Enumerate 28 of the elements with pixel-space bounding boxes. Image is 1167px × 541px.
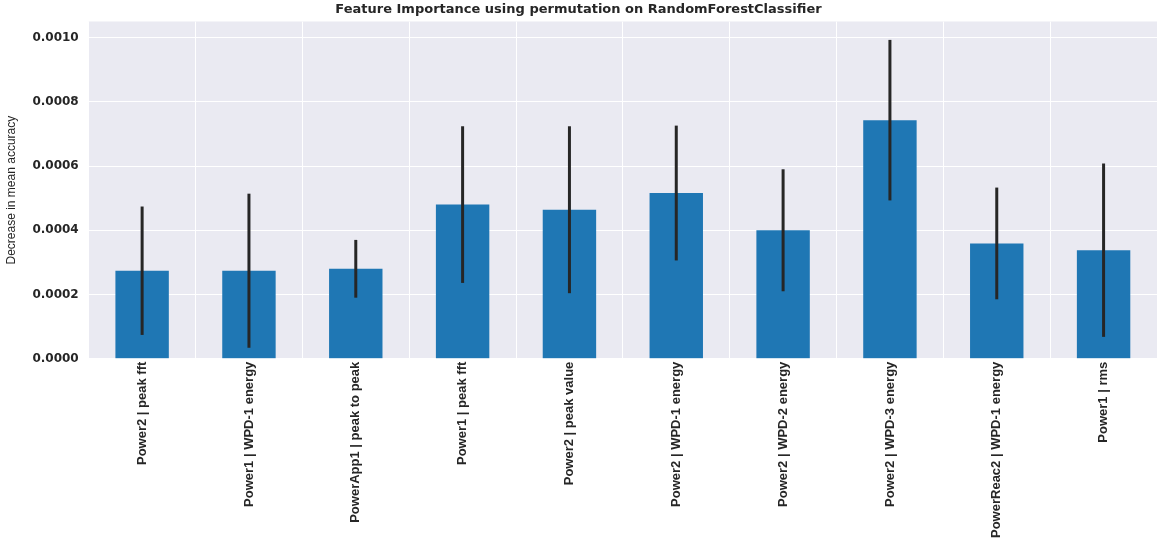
x-tick-label: PowerApp1 | peak to peak [347,360,363,523]
bar [542,209,597,359]
x-tick-label: Power1 | WPD-1 energy [240,360,256,507]
bar [222,270,276,359]
bar [115,270,169,359]
x-tick-label: PowerReac2 | WPD-1 energy [988,360,1004,538]
y-tick-label: 0.0006 [32,158,79,173]
y-tick-label: 0.0004 [32,222,79,237]
y-tick-label: 0.0008 [32,93,79,108]
x-tick-label: Power2 | peak fft [133,361,149,466]
bar [863,120,917,359]
bar [970,243,1024,359]
bar [329,268,383,359]
x-tick-label: Power1 | rms [1095,361,1111,443]
x-tick-label: Power2 | WPD-1 energy [667,360,683,507]
x-tick-label: Power2 | WPD-2 energy [774,360,790,507]
y-axis-title: Decrease in mean accuracy [3,115,18,265]
y-tick-label: 0.0002 [32,286,79,301]
x-tick-label: Power2 | WPD-3 energy [881,360,897,507]
y-tick-label: 0.0010 [32,29,79,44]
bar [435,204,490,359]
bar [756,230,810,359]
y-tick-label: 0.0000 [32,350,79,365]
x-tick-label: Power2 | peak value [561,361,577,486]
x-tick-label: Power1 | peak fft [454,361,470,466]
bar [649,193,703,359]
chart-title: Feature Importance using permutation on RandomForestClassifier [335,1,823,17]
bar [1076,250,1131,359]
